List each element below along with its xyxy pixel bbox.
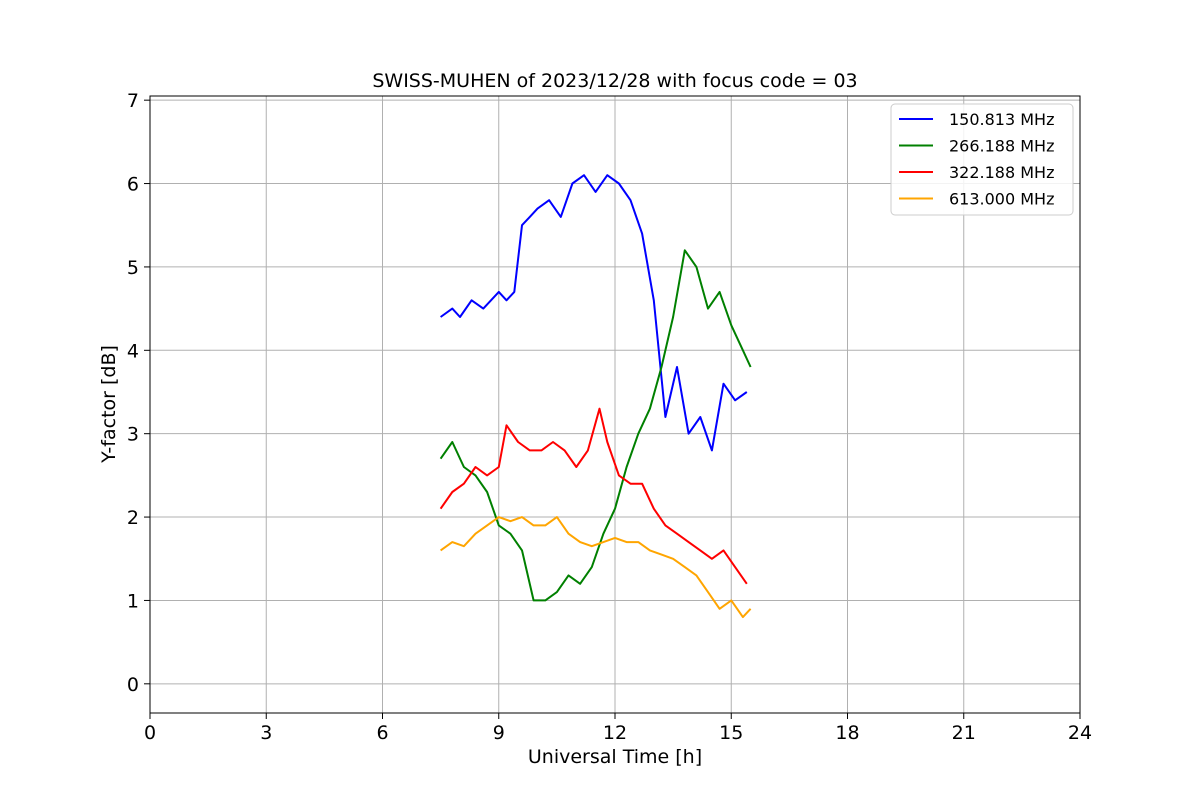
y-axis-label: Y-factor [dB] — [98, 345, 120, 464]
series-layer — [439, 174, 752, 619]
series-line — [439, 407, 748, 585]
x-tick-label: 24 — [1068, 722, 1092, 744]
y-tick-label: 6 — [127, 174, 139, 196]
x-tick-label: 9 — [493, 722, 505, 744]
series-line — [439, 249, 752, 602]
y-tick-label: 4 — [127, 340, 139, 362]
y-axis: 0 1 2 3 4 5 6 7 — [127, 90, 150, 696]
x-tick-label: 0 — [144, 722, 156, 744]
x-tick-label: 6 — [376, 722, 388, 744]
y-tick-label: 5 — [127, 257, 139, 279]
x-axis: 0 3 6 9 12 15 18 21 24 — [144, 713, 1092, 744]
legend: 150.813 MHz 266.188 MHz 322.188 MHz 613.000… — [890, 103, 1074, 216]
chart-title: SWISS-MUHEN of 2023/12/28 with focus cod… — [372, 70, 857, 92]
x-tick-label: 3 — [260, 722, 272, 744]
y-tick-label: 0 — [127, 674, 139, 696]
x-tick-label: 21 — [952, 722, 976, 744]
legend-label: 322.188 MHz — [949, 163, 1054, 182]
y-tick-label: 3 — [127, 424, 139, 446]
x-axis-label: Universal Time [h] — [528, 746, 702, 768]
legend-label: 150.813 MHz — [949, 110, 1054, 129]
legend-label: 613.000 MHz — [949, 190, 1054, 209]
y-tick-label: 1 — [127, 590, 139, 612]
y-tick-label: 2 — [127, 507, 139, 529]
x-tick-label: 12 — [603, 722, 627, 744]
series-line — [440, 516, 752, 619]
legend-frame — [890, 103, 1074, 216]
x-tick-label: 15 — [719, 722, 743, 744]
y-tick-label: 7 — [127, 90, 139, 112]
series-line — [440, 174, 748, 452]
x-tick-label: 18 — [835, 722, 859, 744]
legend-label: 266.188 MHz — [949, 137, 1054, 156]
